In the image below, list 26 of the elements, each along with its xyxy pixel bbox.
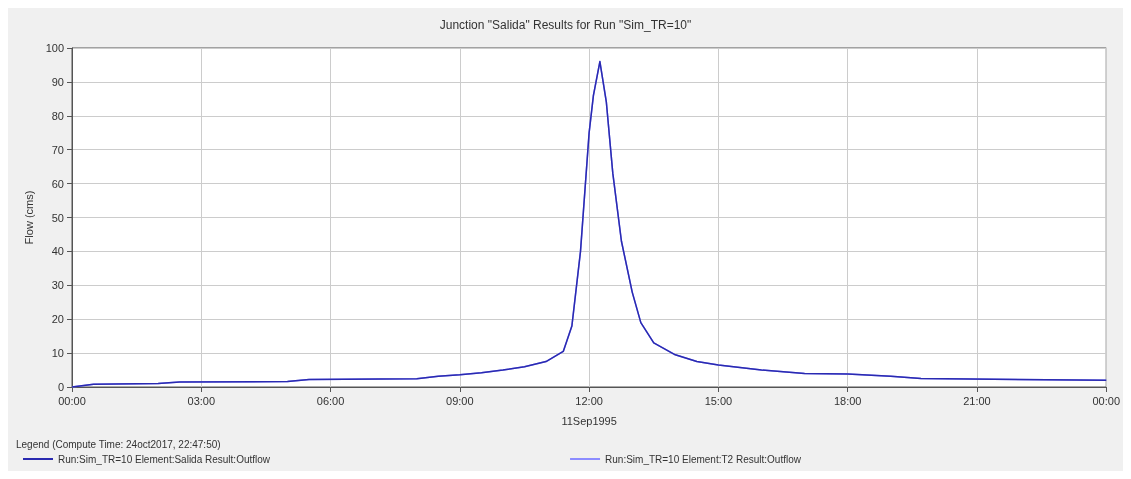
legend-label: Run:Sim_TR=10 Element:Salida Result:Outflow [58, 453, 271, 465]
y-tick-label: 30 [51, 279, 64, 292]
legend-title: Legend (Compute Time: 24oct2017, 22:47:50) [16, 438, 221, 450]
x-tick-label: 18:00 [833, 394, 862, 407]
x-tick-label: 03:00 [187, 394, 216, 407]
x-tick-label: 00:00 [58, 394, 86, 407]
x-tick-label: 12:00 [575, 394, 603, 407]
x-tick-label: 15:00 [704, 394, 733, 407]
y-tick-label: 10 [51, 347, 64, 360]
x-tick-label: 06:00 [316, 394, 345, 407]
y-tick-label: 100 [45, 42, 64, 54]
x-tick-label: 00:00 [1092, 394, 1120, 407]
x-tick-label: 21:00 [963, 394, 991, 407]
chart-title: Junction "Salida" Results for Run "Sim_TR=10" [439, 18, 692, 32]
y-tick-label: 80 [51, 109, 64, 122]
x-tick-label: 09:00 [446, 394, 474, 407]
y-tick-label: 90 [51, 75, 64, 88]
y-tick-label: 40 [51, 245, 64, 258]
legend-label: Run:Sim_TR=10 Element:T2 Result:Outflow [605, 453, 802, 465]
y-tick-label: 70 [51, 143, 64, 156]
y-tick-label: 50 [51, 211, 64, 224]
y-tick-label: 20 [51, 313, 64, 326]
y-tick-label: 60 [51, 177, 64, 190]
y-axis-title: Flow (cms) [22, 190, 35, 245]
y-tick-label: 0 [57, 381, 64, 393]
x-axis-title: 11Sep1995 [561, 414, 617, 427]
